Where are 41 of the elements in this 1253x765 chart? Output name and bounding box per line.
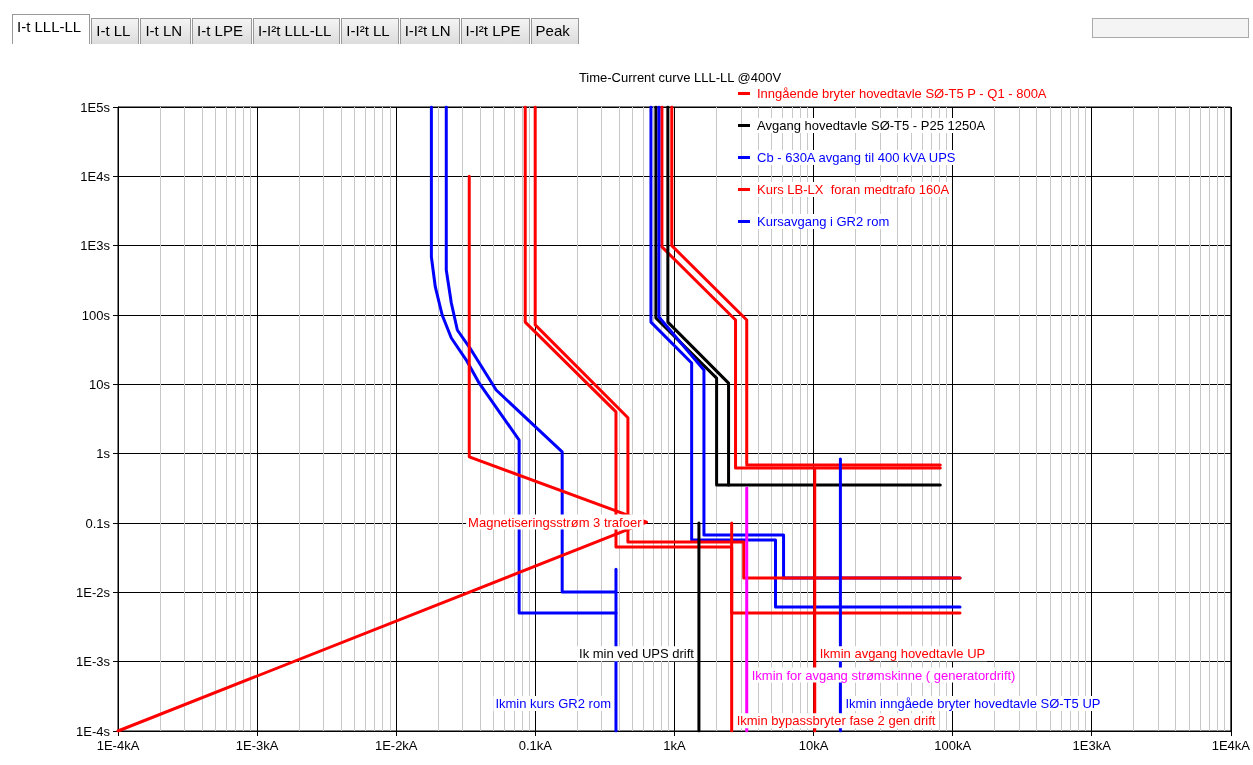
- annotation: Ikmin kurs GR2 rom: [495, 695, 611, 711]
- y-tick-label: 100s: [81, 307, 111, 323]
- legend-label: Cb - 630A avgang til 400 kVA UPS: [757, 150, 956, 165]
- annotation: Ikmin avgang hovedtavle UP: [819, 646, 986, 662]
- text: I-t LPE: [192, 18, 252, 44]
- y-tick-label: 10s: [89, 376, 111, 392]
- text: I-I²t LPE: [460, 18, 530, 44]
- y-tick-label: 1E-3s: [76, 654, 111, 670]
- y-tick-label: 1E-4s: [76, 723, 111, 739]
- y-tick-label: 1E5s: [80, 99, 111, 115]
- y-tick-label: 0.1s: [85, 515, 111, 531]
- text: I-I²t LLL-LL: [252, 18, 341, 44]
- annotation: Ikmin for avgang strømskinne ( generatordrift): [751, 667, 1016, 683]
- text: I-t LLL-LL: [12, 14, 91, 44]
- x-tick-label: 10kA: [798, 738, 829, 753]
- y-tick-label: 1E4s: [80, 168, 111, 184]
- legend-label: Inngående bryter hovedtavle SØ-T5 P - Q1 - 800A: [757, 86, 1047, 101]
- y-tick-label: 1E-2s: [76, 584, 111, 600]
- text: I-I²t LN: [399, 18, 460, 44]
- annotation: Ik min ved UPS drift: [579, 646, 695, 662]
- legend-label: Kursavgang i GR2 rom: [757, 214, 890, 229]
- legend-label: Kurs LB-LX foran medtrafo 160A: [757, 182, 950, 197]
- x-tick-label: 1E-3kA: [235, 738, 279, 753]
- legend-label: Avgang hovedtavle SØ-T5 - P25 1250A: [757, 118, 986, 133]
- annotation: Magnetiseringsstrøm 3 trafoer: [468, 514, 643, 530]
- text: I-t LN: [140, 18, 192, 44]
- y-tick-label: 1s: [96, 446, 111, 462]
- x-tick-label: 100kA: [934, 738, 972, 753]
- x-tick-label: 1E-2kA: [374, 738, 418, 753]
- annotation: Ikmin bypassbryter fase 2 gen drift: [736, 713, 936, 729]
- chart-title: Time-Current curve LLL-LL @400V: [578, 70, 782, 85]
- text: I-t LL: [91, 18, 140, 44]
- text: Peak: [530, 18, 579, 44]
- annotation: Ikmin inngåede bryter hovedtavle SØ-T5 UP: [845, 695, 1101, 711]
- text: I-I²t LL: [341, 18, 399, 44]
- x-tick-label: 0.1kA: [518, 738, 553, 753]
- x-tick-label: 1E4kA: [1211, 738, 1251, 753]
- y-tick-label: 1E3s: [80, 238, 111, 254]
- x-tick-label: 1kA: [663, 738, 686, 753]
- x-tick-label: 1E3kA: [1072, 738, 1112, 753]
- x-tick-label: 1E-4kA: [96, 738, 140, 753]
